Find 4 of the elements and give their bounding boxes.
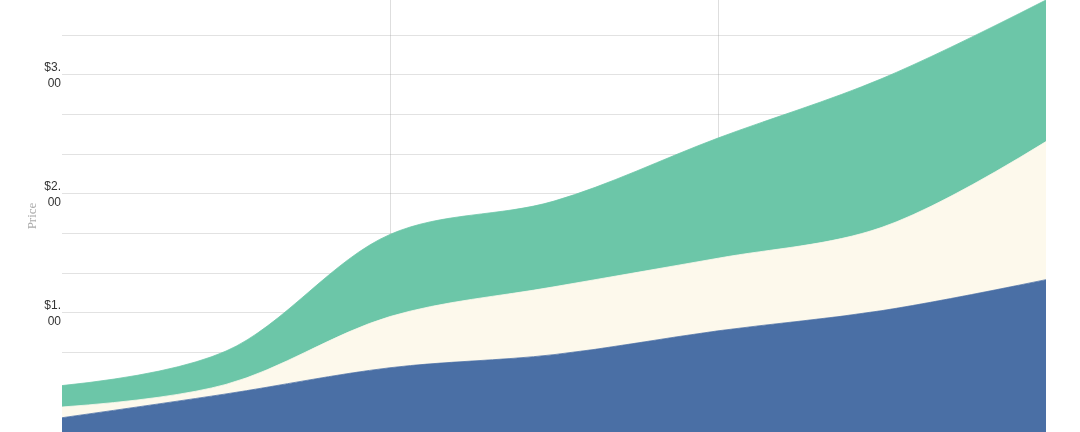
y-tick-label: $3.00 [44,60,62,90]
y-tick-label: $1.00 [44,298,62,328]
y-tick-label: $2.00 [44,179,62,209]
y-axis-title: Price [24,202,40,230]
